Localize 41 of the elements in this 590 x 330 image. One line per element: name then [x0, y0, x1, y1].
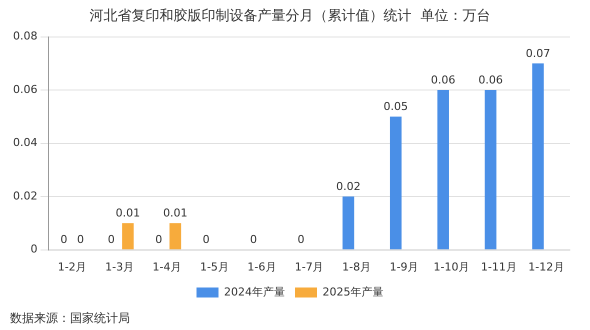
bar — [342, 196, 354, 250]
data-label: 0 — [108, 233, 115, 246]
bar — [170, 223, 182, 250]
bar — [122, 223, 134, 250]
data-label: 0 — [155, 233, 162, 246]
x-tick-label: 1-7月 — [294, 260, 324, 274]
legend-label: 2025年产量 — [322, 285, 384, 298]
x-tick-label: 1-8月 — [342, 260, 372, 274]
y-tick-label: 0.04 — [12, 136, 38, 150]
y-tick-label: 0.08 — [12, 30, 38, 43]
legend-label: 2024年产量 — [224, 285, 286, 298]
data-label: 0.05 — [384, 100, 408, 114]
y-tick-label: 0 — [30, 242, 38, 256]
data-label: 0.01 — [116, 206, 140, 220]
y-tick-label: 0.02 — [12, 189, 38, 202]
chart-title: 河北省复印和胶版印制设备产量分月（累计值）统计 单位：万台 — [90, 8, 490, 24]
data-label: 0.06 — [478, 73, 503, 86]
data-label: 0.02 — [336, 180, 361, 193]
x-tick-label: 1-3月 — [105, 260, 134, 274]
x-tick-label: 1-12月 — [528, 260, 564, 274]
bar — [484, 90, 496, 250]
x-tick-label: 1-2月 — [58, 260, 87, 274]
data-label: 0 — [76, 233, 84, 246]
x-tick-label: 1-11月 — [480, 260, 517, 274]
x-tick-label: 1-9月 — [390, 260, 419, 274]
bar — [437, 90, 449, 250]
data-label: 0.07 — [526, 46, 550, 60]
data-label: 0 — [202, 233, 210, 246]
x-tick-label: 1-10月 — [433, 260, 470, 274]
bar — [532, 63, 544, 250]
x-tick-label: 1-6月 — [247, 260, 276, 274]
data-label: 0.06 — [430, 73, 456, 86]
data-label: 0 — [60, 233, 68, 246]
data-label: 0.01 — [163, 206, 188, 220]
data-label: 0 — [297, 233, 304, 246]
source-note: 数据来源：国家统计局 — [10, 311, 130, 325]
x-tick-label: 1-4月 — [152, 260, 182, 274]
y-tick-label: 0.06 — [12, 82, 38, 96]
data-label: 0 — [250, 233, 258, 246]
bar — [390, 116, 402, 250]
x-tick-label: 1-5月 — [200, 260, 229, 274]
